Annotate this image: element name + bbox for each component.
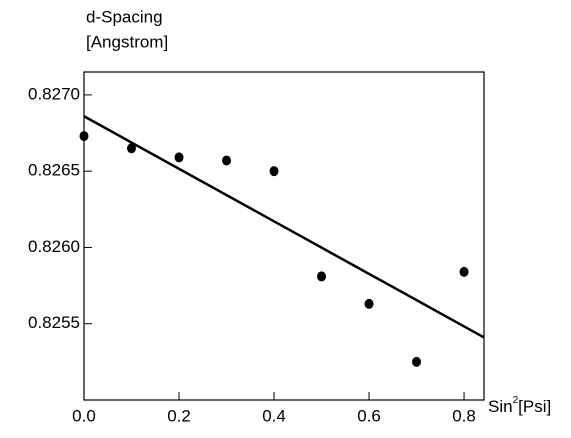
x-label-rest: [Psi] — [518, 397, 551, 416]
data-point — [459, 266, 469, 277]
fit-line — [83, 115, 485, 339]
x-tick-label: 0.4 — [262, 406, 286, 425]
y-axis-label: d-Spacing — [86, 7, 163, 26]
x-label-superscript: 2 — [513, 395, 519, 406]
y-tick-label: 0.8260 — [28, 237, 80, 256]
x-tick-label: 0.8 — [452, 406, 476, 425]
data-point — [412, 356, 422, 367]
data-point — [269, 166, 279, 177]
y-tick-label: 0.8255 — [28, 313, 80, 332]
y-tick-label: 0.8270 — [28, 84, 80, 103]
x-axis-label: Sin2[Psi] — [488, 395, 551, 417]
y-axis-label: [Angstrom] — [86, 32, 168, 51]
x-tick-label: 0.6 — [357, 406, 381, 425]
data-point — [127, 143, 137, 154]
plot-frame — [83, 71, 485, 401]
x-tick-label: 0.0 — [72, 406, 96, 425]
data-point — [317, 271, 327, 282]
data-point — [174, 152, 184, 163]
y-tick-label: 0.8265 — [28, 161, 80, 180]
data-point — [364, 298, 374, 309]
data-point — [79, 131, 89, 142]
x-tick-label: 0.2 — [167, 406, 191, 425]
x-label-base: Sin — [488, 397, 513, 416]
data-point — [222, 155, 232, 166]
